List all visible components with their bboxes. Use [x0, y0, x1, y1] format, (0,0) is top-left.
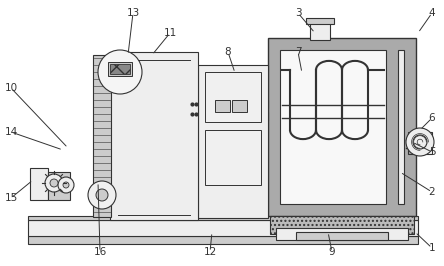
Bar	[408, 132, 432, 154]
Bar	[28, 220, 418, 236]
Text: 4: 4	[429, 8, 435, 18]
Text: 3: 3	[295, 8, 301, 18]
Bar	[398, 50, 404, 204]
Bar	[296, 232, 388, 240]
Text: 12: 12	[203, 247, 217, 257]
Bar	[276, 228, 408, 240]
Text: 5: 5	[429, 147, 435, 157]
Circle shape	[98, 50, 142, 94]
Text: 14: 14	[4, 127, 18, 137]
Bar	[48, 172, 70, 200]
Bar	[110, 64, 130, 74]
Bar	[110, 52, 198, 220]
Bar	[270, 216, 414, 234]
Bar	[306, 18, 334, 24]
Bar	[205, 130, 261, 185]
Bar	[186, 110, 198, 118]
Bar	[93, 55, 111, 217]
Circle shape	[58, 177, 74, 193]
Text: 6: 6	[429, 113, 435, 123]
Bar	[186, 100, 198, 108]
Bar	[108, 62, 132, 76]
Circle shape	[45, 174, 63, 192]
Text: 7: 7	[295, 47, 301, 57]
Bar	[215, 100, 230, 112]
Circle shape	[63, 182, 69, 188]
Bar	[205, 72, 261, 122]
Bar	[232, 100, 247, 112]
Bar	[198, 65, 268, 218]
Circle shape	[50, 179, 58, 187]
Text: 16: 16	[93, 247, 107, 257]
Bar	[310, 22, 330, 40]
Bar	[28, 236, 418, 244]
Bar	[28, 216, 418, 220]
Text: 1: 1	[429, 243, 435, 253]
Bar	[268, 38, 416, 216]
Text: 8: 8	[225, 47, 231, 57]
Bar	[248, 112, 268, 120]
Bar	[280, 50, 386, 204]
Circle shape	[96, 189, 108, 201]
Circle shape	[406, 128, 434, 156]
Bar	[30, 168, 48, 200]
Text: 9: 9	[329, 247, 335, 257]
Text: 15: 15	[4, 193, 18, 203]
Text: 2: 2	[429, 187, 435, 197]
Circle shape	[88, 181, 116, 209]
Text: 11: 11	[163, 28, 177, 38]
Text: 10: 10	[4, 83, 18, 93]
Bar	[248, 100, 268, 108]
Text: 13: 13	[127, 8, 139, 18]
